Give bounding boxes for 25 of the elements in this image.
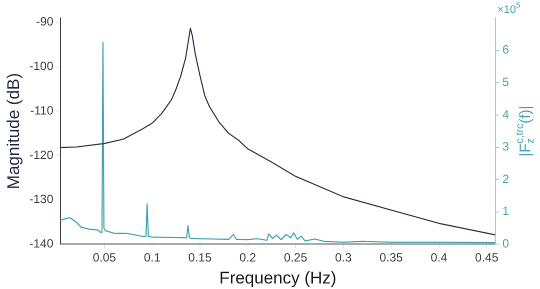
x-tick-label: 0.1: [144, 250, 161, 265]
y-tick-label: -120: [29, 148, 54, 162]
x-tick-label: 0.35: [379, 250, 404, 265]
y2-tick-label: 1: [502, 204, 510, 218]
x-tick-label: 0.05: [92, 250, 116, 265]
y2-tick-label: 2: [502, 172, 510, 186]
y2-tick-label: 0: [502, 236, 510, 251]
x-tick-label: 0.2: [239, 250, 256, 265]
y2-tick-label: 4: [502, 107, 510, 122]
y-tick-label: -110: [30, 103, 54, 118]
x-tick-label: 0.45: [475, 250, 499, 265]
y-tick-label: -90: [36, 14, 54, 29]
y2-axis-title: |Fzc,trc(f)|: [514, 106, 536, 157]
x-tick-label: 0.15: [188, 250, 212, 265]
y2-tick-label: 6: [502, 42, 510, 57]
y2-tick-label: 3: [502, 140, 510, 154]
x-tick-label: 0.3: [335, 250, 352, 265]
x-axis-title: Frequency (Hz): [219, 268, 336, 288]
y-tick-label: -130: [29, 192, 54, 206]
x-tick-label: 0.4: [430, 250, 448, 265]
y-tick-label: -100: [29, 59, 54, 74]
x-tick-label: 0.25: [284, 250, 308, 265]
y-tick-label: -140: [29, 236, 54, 251]
y-axis-title: Magnitude (dB): [4, 72, 23, 190]
y2-tick-label: 5: [502, 74, 510, 89]
